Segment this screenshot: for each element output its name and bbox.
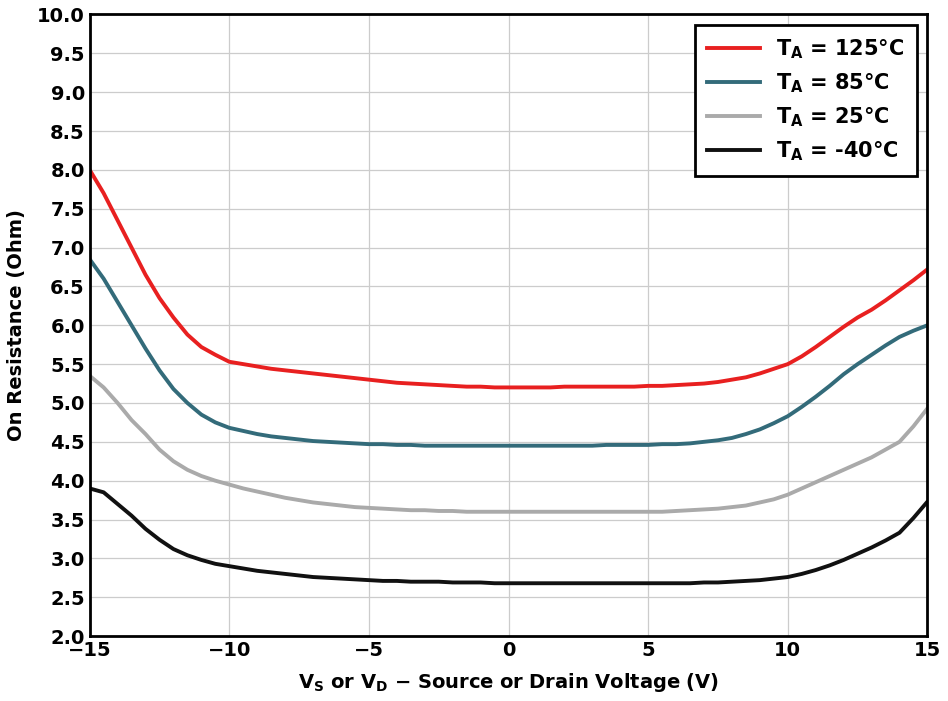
X-axis label: $\mathbf{V_S}$ $\mathbf{or}$ $\mathbf{V_D}$ $\mathbf{-}$ $\mathbf{Source\ or\ Dr: $\mathbf{V_S}$ $\mathbf{or}$ $\mathbf{V_… [298,671,720,694]
Y-axis label: On Resistance (Ohm): On Resistance (Ohm) [7,210,26,441]
Legend: $\mathbf{T_A}$ = 125°C, $\mathbf{T_A}$ = 85°C, $\mathbf{T_A}$ = 25°C, $\mathbf{T: $\mathbf{T_A}$ = 125°C, $\mathbf{T_A}$ =… [695,25,917,175]
